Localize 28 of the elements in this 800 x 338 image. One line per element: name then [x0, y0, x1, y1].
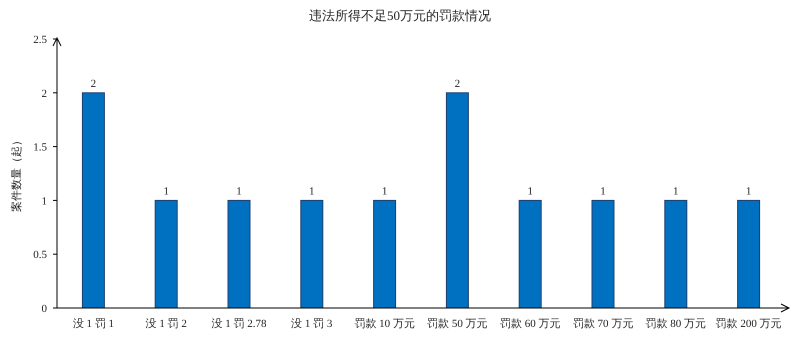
data-label: 1	[382, 185, 388, 198]
x-tick-label: 罚款 70 万元	[572, 318, 634, 330]
data-label: 2	[90, 78, 96, 90]
x-tick-label: 罚款 200 万元	[716, 318, 782, 330]
x-tick-label: 罚款 80 万元	[646, 318, 706, 330]
x-tick-label: 没 1 罚 2.78	[212, 318, 267, 330]
y-tick-label: 1.5	[33, 142, 48, 154]
y-tick-label: 0	[42, 303, 48, 315]
data-label: 1	[527, 185, 533, 198]
y-tick-label: 2	[42, 88, 47, 100]
data-label: 1	[236, 185, 242, 198]
y-tick-label: 0.5	[33, 249, 48, 262]
x-tick-label: 罚款 60 万元	[500, 318, 560, 330]
x-tick-label: 没 1 罚 1	[72, 318, 114, 330]
data-label: 1	[673, 185, 679, 198]
chart-title: 违法所得不足50万元的罚款情况	[309, 8, 491, 23]
data-label: 1	[163, 185, 169, 198]
y-tick-label: 1	[42, 195, 47, 208]
data-label: 2	[454, 78, 460, 90]
x-tick-label: 没 1 罚 3	[291, 318, 333, 330]
data-label: 1	[746, 185, 752, 198]
x-tick-label: 罚款 50 万元	[427, 318, 488, 330]
y-tick-label: 2.5	[33, 34, 48, 46]
y-axis-title: 案件数量（起）	[10, 135, 23, 212]
data-label: 1	[600, 185, 606, 198]
data-label: 1	[309, 185, 315, 198]
x-tick-label: 没 1 罚 2	[146, 318, 187, 330]
x-tick-label: 罚款 10 万元	[354, 318, 415, 330]
